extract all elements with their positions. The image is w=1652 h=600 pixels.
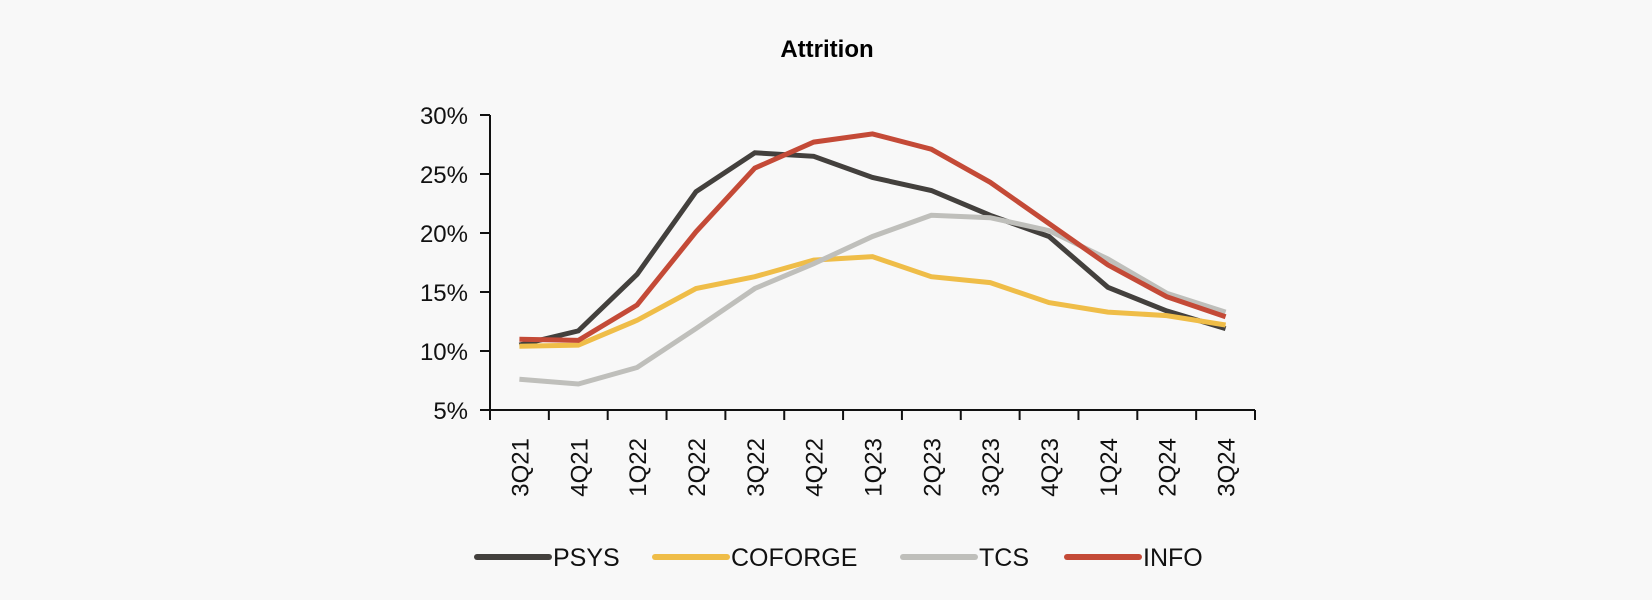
- x-tick-label: 2Q23: [919, 438, 946, 497]
- x-tick-label: 1Q24: [1096, 438, 1123, 497]
- series-line-coforge: [519, 254, 1226, 349]
- x-tick-label: 4Q21: [566, 438, 593, 497]
- series-line-info: [519, 131, 1227, 343]
- series-lines: [518, 131, 1227, 387]
- x-tick-label: 3Q22: [743, 438, 770, 497]
- series-line-tcs: [519, 212, 1227, 387]
- x-tick-label: 3Q24: [1214, 438, 1241, 497]
- legend-item-info: INFO: [1064, 544, 1203, 572]
- x-tick-label: 3Q21: [507, 438, 534, 497]
- legend-label: PSYS: [553, 544, 620, 572]
- y-tick-label: 10%: [420, 339, 468, 366]
- legend-item-coforge: COFORGE: [652, 544, 857, 572]
- x-tick-label: 2Q24: [1155, 438, 1182, 497]
- x-tick-label: 4Q23: [1037, 438, 1064, 497]
- y-tick-label: 5%: [433, 398, 468, 425]
- legend-label: TCS: [979, 544, 1029, 572]
- x-tick-label: 4Q22: [802, 438, 829, 497]
- y-tick-label: 30%: [420, 103, 468, 130]
- axes: 5% 10% 15% 20% 25% 30% 3Q21 4Q21 1Q22 2Q22 3Q22 4Q2…: [420, 103, 1256, 497]
- legend: PSYS COFORGE TCS INFO: [474, 544, 1203, 572]
- series-line-psys: [518, 150, 1227, 348]
- x-tick-label: 3Q23: [978, 438, 1005, 497]
- y-tick-label: 25%: [420, 162, 468, 189]
- chart-title: Attrition: [780, 36, 873, 63]
- legend-label: INFO: [1143, 544, 1203, 572]
- legend-item-tcs: TCS: [900, 544, 1029, 572]
- legend-label: COFORGE: [731, 544, 857, 572]
- x-tick-label: 1Q23: [861, 438, 888, 497]
- y-tick-label: 15%: [420, 280, 468, 307]
- y-tick-label: 20%: [420, 221, 468, 248]
- x-tick-label: 2Q22: [684, 438, 711, 497]
- legend-item-psys: PSYS: [474, 544, 620, 572]
- x-tick-label: 1Q22: [625, 438, 652, 497]
